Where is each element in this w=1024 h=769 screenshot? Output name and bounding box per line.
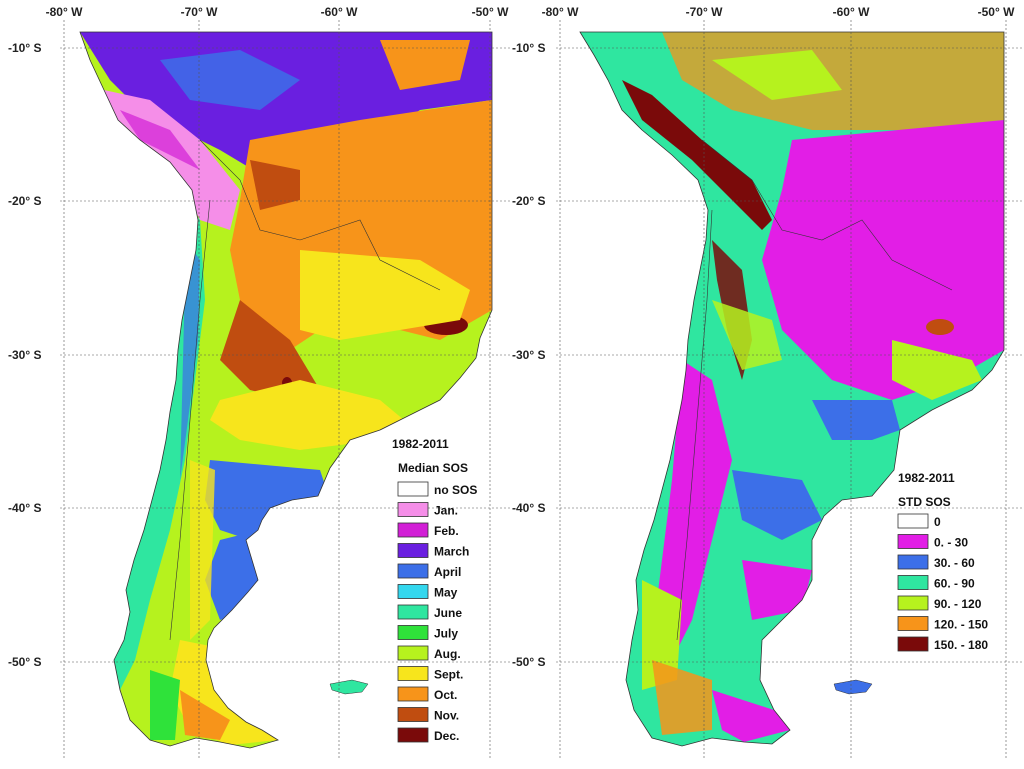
std-sos-map-panel: -80° W -70° W -60° W -50° W -10° S -20° … — [512, 0, 1024, 769]
lat-tick-left-2: -30° S — [8, 348, 41, 362]
median-sos-legend-title: Median SOS — [398, 461, 468, 475]
median-sos-legend-label-12: Dec. — [434, 729, 459, 743]
lon-tick-right-3: -50° W — [978, 5, 1015, 19]
median-sos-legend-swatch-11 — [397, 707, 429, 722]
lon-tick-left-2: -60° W — [321, 5, 358, 19]
median-sos-legend-swatch-6 — [397, 604, 429, 620]
median-sos-legend-label-6: June — [434, 606, 462, 620]
lon-tick-right-1: -70° W — [686, 5, 723, 19]
lat-tick-right-2: -30° S — [512, 348, 545, 362]
median-sos-graticule — [60, 20, 512, 760]
std-sos-legend-swatch-0 — [897, 513, 929, 529]
lon-tick-left-0: -80° W — [46, 5, 83, 19]
std-sos-legend-swatch-1 — [897, 534, 929, 549]
std-sos-legend-swatch-5 — [897, 616, 929, 631]
lat-tick-right-4: -50° S — [512, 655, 545, 669]
lat-tick-right-3: -40° S — [512, 501, 545, 515]
lon-tick-left-1: -70° W — [181, 5, 218, 19]
lon-tick-right-2: -60° W — [833, 5, 870, 19]
std-sos-legend-swatch-6 — [897, 636, 929, 652]
std-sos-legend-label-4: 90. - 120 — [934, 597, 982, 611]
median-sos-legend-swatch-7 — [397, 625, 429, 640]
median-sos-legend-label-8: Aug. — [434, 647, 461, 661]
median-sos-legend-label-9: Sept. — [434, 668, 463, 682]
median-sos-legend-swatch-3 — [397, 543, 429, 558]
median-sos-map-panel: -80° W -70° W -60° W -50° W -10° S -20° … — [8, 5, 512, 760]
median-sos-legend-swatch-2 — [397, 522, 429, 538]
median-sos-legend-label-10: Oct. — [434, 688, 457, 702]
median-sos-legend-swatch-9 — [397, 666, 429, 681]
std-sos-legend-period: 1982-2011 — [898, 471, 955, 485]
std-sos-legend-label-3: 60. - 90 — [934, 577, 975, 591]
median-sos-legend-label-1: Jan. — [434, 504, 458, 518]
std-sos-legend-label-6: 150. - 180 — [934, 638, 988, 652]
median-sos-legend-swatch-5 — [397, 584, 429, 599]
lat-tick-left-3: -40° S — [8, 501, 41, 515]
median-sos-legend-label-7: July — [434, 627, 458, 641]
lon-tick-right-0: -80° W — [542, 5, 579, 19]
std-sos-legend-label-1: 0. - 30 — [934, 536, 968, 550]
std-sos-land — [580, 32, 1004, 746]
std-sos-map: -80° W -70° W -60° W -50° W -10° S -20° … — [512, 5, 1024, 760]
std-sos-graticule — [556, 20, 1024, 760]
falkland-islands — [329, 679, 369, 695]
median-sos-legend-label-11: Nov. — [434, 709, 459, 723]
std-sos-legend-swatch-3 — [897, 575, 929, 590]
median-sos-legend-label-5: May — [434, 586, 458, 600]
std-sos-legend-label-2: 30. - 60 — [934, 556, 975, 570]
median-sos-legend-swatch-4 — [397, 563, 429, 579]
median-sos-legend-label-2: Feb. — [434, 524, 459, 538]
lon-tick-left-3: -50° W — [472, 5, 509, 19]
median-sos-legend-label-3: March — [434, 545, 469, 559]
median-sos-legend-label-0: no SOS — [434, 483, 477, 497]
median-sos-legend-swatch-12 — [397, 727, 429, 743]
falkland-islands — [833, 679, 873, 695]
lat-tick-right-1: -20° S — [512, 194, 545, 208]
median-sos-legend-label-4: April — [434, 565, 461, 579]
median-sos-legend-swatch-8 — [397, 645, 429, 661]
median-sos-legend: 1982-2011 Median SOS no SOS Jan. Feb. March… — [392, 437, 477, 743]
lat-tick-left-4: -50° S — [8, 655, 41, 669]
std-sos-legend-title: STD SOS — [898, 495, 951, 509]
median-sos-land — [80, 32, 492, 748]
lat-tick-left-1: -20° S — [8, 194, 41, 208]
lat-tick-right-0: -10° S — [512, 41, 545, 55]
median-sos-legend-period: 1982-2011 — [392, 437, 449, 451]
median-sos-legend-swatch-1 — [397, 502, 429, 517]
std-sos-legend-label-0: 0 — [934, 515, 941, 529]
std-sos-legend-swatch-4 — [897, 595, 929, 611]
lat-tick-left-0: -10° S — [8, 41, 41, 55]
median-sos-map: -80° W -70° W -60° W -50° W -10° S -20° … — [8, 5, 512, 760]
std-sos-legend-label-5: 120. - 150 — [934, 618, 988, 632]
median-sos-legend-swatch-10 — [397, 686, 429, 702]
std-sos-legend-swatch-2 — [897, 554, 929, 570]
std-sos-legend: 1982-2011 STD SOS 0 0. - 30 30. - 60 60. - … — [897, 471, 988, 652]
median-sos-legend-swatch-0 — [397, 481, 429, 497]
